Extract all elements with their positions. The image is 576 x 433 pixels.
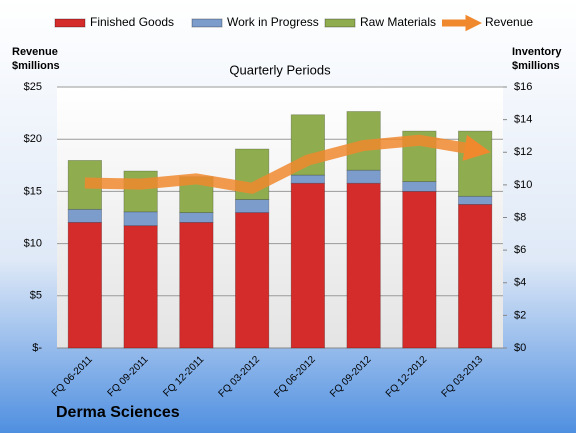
bar-segment [234,199,270,214]
bar-segment [67,221,103,349]
y2-tick-label: $10 [514,179,532,191]
y2-tick-label: $0 [514,342,526,354]
y-tick-label: $25 [24,81,42,93]
legend-item: Finished Goods [54,15,174,29]
y-tick-label: $5 [30,290,42,302]
chart-title: Quarterly Periods [229,62,331,77]
y2-tick-label: $14 [514,114,532,126]
legend-item: Work in Progress [191,15,319,29]
bar-segment [402,190,437,349]
bar-segment [290,174,325,184]
bar-segment [123,211,158,227]
legend-item: Raw Materials [324,15,436,29]
bar-segment [123,170,158,213]
y2-tick-label: $16 [514,81,532,93]
bar-segment [457,204,493,349]
legend-label: Revenue [485,15,533,29]
bar-segment [402,181,437,192]
bar-segment [123,225,158,349]
bar-segment [234,212,270,349]
bar-segment [457,195,493,205]
y-tick-label: $- [32,342,42,354]
bar-segment [179,221,214,349]
legend-label: Work in Progress [227,15,319,29]
legend-swatch [324,18,356,28]
y-axis-label: Revenue $millions [12,46,60,72]
bar-segment [67,208,103,223]
revenue-line [84,134,491,194]
y2-tick-label: $4 [514,277,526,289]
legend-swatch [191,18,223,28]
legend-label: Finished Goods [90,15,174,29]
legend-item: Revenue [442,14,533,32]
company-name: Derma Sciences [56,404,180,421]
legend-label: Raw Materials [360,15,436,29]
y-tick-label: $20 [24,133,42,145]
bar-segment [290,182,325,349]
y-tick-label: $15 [24,185,42,197]
y2-tick-label: $12 [514,146,532,158]
bar-segment [346,182,381,349]
y-tick-label: $10 [24,238,42,250]
y2-axis-label: Inventory $millions [512,46,562,72]
legend-swatch [54,18,86,28]
bar-segment [179,212,214,223]
y2-tick-label: $2 [514,309,526,321]
bar-segment [457,130,493,197]
y2-tick-label: $8 [514,211,526,223]
y2-tick-label: $6 [514,244,526,256]
bar-segment [346,169,381,184]
